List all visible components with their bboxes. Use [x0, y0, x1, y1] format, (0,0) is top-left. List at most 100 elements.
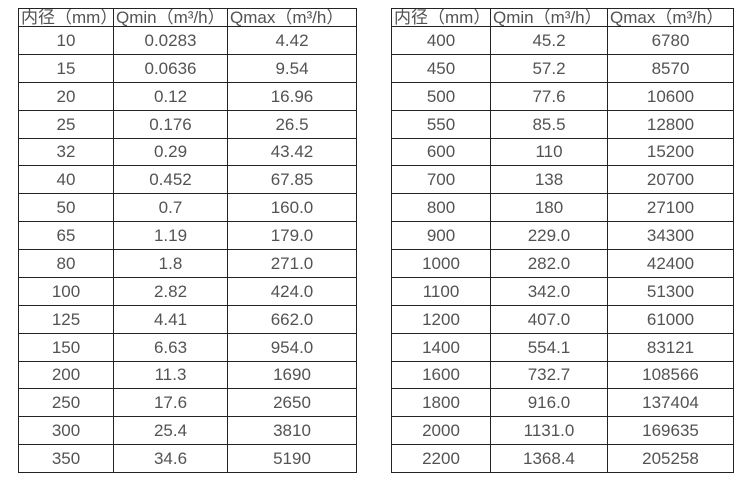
table-cell: 20700: [607, 165, 734, 195]
col-header-qmax: Qmax（m³/h）: [607, 8, 734, 27]
table-cell: 700: [391, 165, 491, 195]
table-cell: 10: [18, 26, 114, 55]
table-cell: 500: [391, 81, 491, 111]
table-cell: 137404: [607, 388, 734, 418]
table-cell: 271.0: [227, 249, 357, 278]
table-cell: 15: [18, 53, 114, 83]
table-cell: 4.42: [227, 26, 357, 55]
table-cell: 800: [391, 193, 491, 223]
table-cell: 100: [18, 276, 114, 306]
table-cell: 1000: [391, 249, 491, 278]
table-row: 450 57.2 8570: [391, 53, 734, 83]
table-cell: 1.19: [113, 221, 228, 250]
table-cell: 34300: [607, 221, 734, 250]
table-cell: 42400: [607, 249, 734, 278]
table-cell: 160.0: [227, 193, 357, 223]
table-row: 1600 732.7 108566: [391, 360, 734, 390]
table-cell: 250: [18, 388, 114, 418]
table-row: 300 25.4 3810: [18, 416, 357, 446]
table-cell: 342.0: [490, 276, 608, 306]
table-cell: 5190: [227, 444, 357, 473]
table-cell: 3810: [227, 416, 357, 446]
table-cell: 169635: [607, 416, 734, 446]
table-cell: 0.176: [113, 109, 228, 139]
table-cell: 16.96: [227, 81, 357, 111]
table-cell: 43.42: [227, 137, 357, 167]
table-cell: 200: [18, 360, 114, 390]
table-cell: 20: [18, 81, 114, 111]
table-row: 400 45.2 6780: [391, 26, 734, 55]
table-cell: 85.5: [490, 109, 608, 139]
table-cell: 125: [18, 304, 114, 334]
table-cell: 0.452: [113, 165, 228, 195]
table-cell: 25: [18, 109, 114, 139]
flow-table-dn10-350: 内径（mm） Qmin（m³/h） Qmax（m³/h） 10 0.0283 4.4…: [18, 8, 357, 473]
table-cell: 83121: [607, 332, 734, 362]
table-cell: 2200: [391, 444, 491, 473]
table-row: 550 85.5 12800: [391, 109, 734, 139]
table-cell: 12800: [607, 109, 734, 139]
table-cell: 9.54: [227, 53, 357, 83]
table-cell: 1200: [391, 304, 491, 334]
table-row: 2000 1131.0 169635: [391, 416, 734, 446]
table-cell: 17.6: [113, 388, 228, 418]
table-cell: 50: [18, 193, 114, 223]
table-cell: 4.41: [113, 304, 228, 334]
col-header-inner-diameter: 内径（mm）: [18, 8, 114, 27]
table-cell: 600: [391, 137, 491, 167]
table-row: 15 0.0636 9.54: [18, 53, 357, 83]
col-header-qmax: Qmax（m³/h）: [227, 8, 357, 27]
table-cell: 550: [391, 109, 491, 139]
table-cell: 300: [18, 416, 114, 446]
table-cell: 15200: [607, 137, 734, 167]
table-row: 1200 407.0 61000: [391, 304, 734, 334]
table-cell: 51300: [607, 276, 734, 306]
table-row: 1100 342.0 51300: [391, 276, 734, 306]
table-row: 1800 916.0 137404: [391, 388, 734, 418]
table-row: 150 6.63 954.0: [18, 332, 357, 362]
table-cell: 34.6: [113, 444, 228, 473]
table-cell: 110: [490, 137, 608, 167]
table-row: 1000 282.0 42400: [391, 249, 734, 278]
table-cell: 180: [490, 193, 608, 223]
table-cell: 32: [18, 137, 114, 167]
table-cell: 1800: [391, 388, 491, 418]
table-row: 500 77.6 10600: [391, 81, 734, 111]
table-row: 50 0.7 160.0: [18, 193, 357, 223]
table-cell: 0.29: [113, 137, 228, 167]
table-cell: 1.8: [113, 249, 228, 278]
table-cell: 26.5: [227, 109, 357, 139]
table-cell: 179.0: [227, 221, 357, 250]
table-row: 900 229.0 34300: [391, 221, 734, 250]
table-cell: 0.7: [113, 193, 228, 223]
table-cell: 11.3: [113, 360, 228, 390]
table-body: 400 45.2 6780 450 57.2 8570 500 77.6 10600 550 85.…: [391, 26, 734, 473]
table-cell: 662.0: [227, 304, 357, 334]
table-cell: 27100: [607, 193, 734, 223]
table-body: 10 0.0283 4.42 15 0.0636 9.54 20 0.12 16.96 25 0.1…: [18, 26, 357, 473]
table-row: 800 180 27100: [391, 193, 734, 223]
table-cell: 424.0: [227, 276, 357, 306]
table-cell: 57.2: [490, 53, 608, 83]
table-cell: 40: [18, 165, 114, 195]
table-cell: 8570: [607, 53, 734, 83]
table-cell: 205258: [607, 444, 734, 473]
table-cell: 916.0: [490, 388, 608, 418]
table-cell: 77.6: [490, 81, 608, 111]
table-cell: 554.1: [490, 332, 608, 362]
table-cell: 282.0: [490, 249, 608, 278]
header-row: 内径（mm） Qmin（m³/h） Qmax（m³/h）: [18, 8, 357, 27]
table-cell: 1100: [391, 276, 491, 306]
col-header-qmin: Qmin（m³/h）: [113, 8, 228, 27]
table-cell: 2650: [227, 388, 357, 418]
table-cell: 1131.0: [490, 416, 608, 446]
table-row: 65 1.19 179.0: [18, 221, 357, 250]
table-row: 20 0.12 16.96: [18, 81, 357, 111]
table-cell: 407.0: [490, 304, 608, 334]
table-cell: 0.12: [113, 81, 228, 111]
table-cell: 6.63: [113, 332, 228, 362]
table-cell: 1600: [391, 360, 491, 390]
table-cell: 732.7: [490, 360, 608, 390]
col-header-inner-diameter: 内径（mm）: [391, 8, 491, 27]
